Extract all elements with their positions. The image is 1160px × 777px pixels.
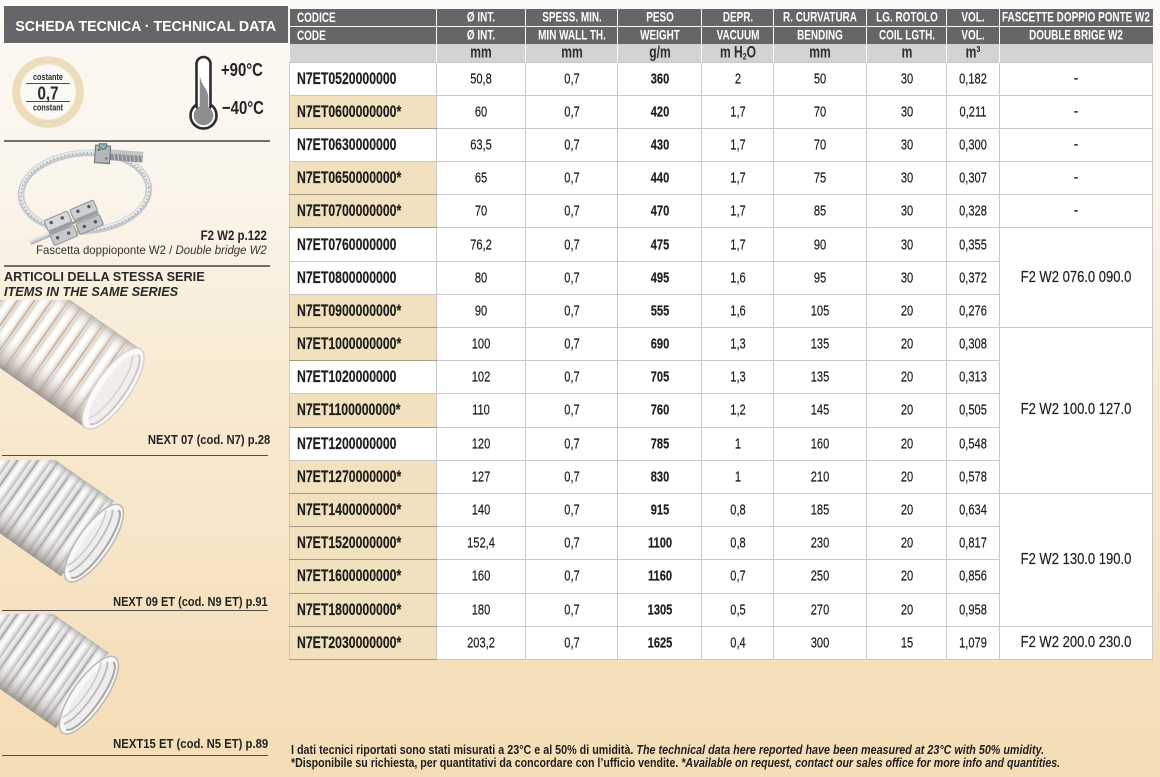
svg-text:constant: constant [33, 103, 64, 114]
svg-text:costante: costante [33, 72, 63, 83]
svg-text:0,7: 0,7 [38, 84, 59, 104]
